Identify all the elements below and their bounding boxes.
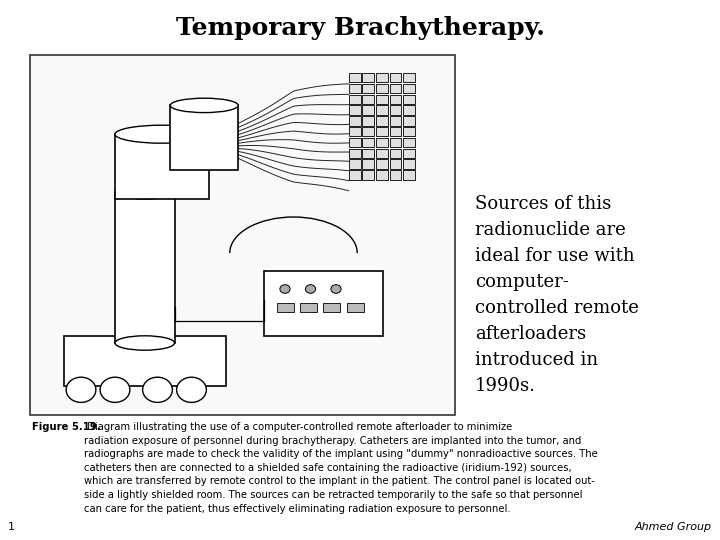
- Text: Sources of this: Sources of this: [475, 195, 611, 213]
- Circle shape: [66, 377, 96, 402]
- Ellipse shape: [115, 125, 209, 143]
- Text: controlled remote: controlled remote: [475, 299, 639, 317]
- Bar: [376, 159, 388, 169]
- Bar: [348, 159, 361, 169]
- Bar: [348, 170, 361, 180]
- Text: radionuclide are: radionuclide are: [475, 221, 626, 239]
- Bar: [376, 170, 388, 180]
- Bar: [348, 148, 361, 158]
- Bar: [376, 73, 388, 83]
- Bar: [362, 170, 374, 180]
- Bar: [300, 303, 317, 313]
- Ellipse shape: [170, 98, 238, 113]
- Bar: [376, 138, 388, 147]
- Bar: [362, 148, 374, 158]
- Bar: [390, 127, 402, 137]
- Ellipse shape: [115, 336, 174, 350]
- Text: Temporary Brachytherapy.: Temporary Brachytherapy.: [176, 16, 544, 40]
- Text: Ahmed Group: Ahmed Group: [635, 522, 712, 532]
- Text: 1990s.: 1990s.: [475, 377, 536, 395]
- Bar: [403, 73, 415, 83]
- Bar: [390, 159, 402, 169]
- Circle shape: [305, 285, 315, 293]
- Bar: [376, 105, 388, 115]
- Text: Figure 5.19.: Figure 5.19.: [32, 422, 101, 432]
- Bar: [390, 148, 402, 158]
- Bar: [264, 271, 383, 336]
- Bar: [390, 84, 402, 93]
- Bar: [362, 73, 374, 83]
- Circle shape: [143, 377, 172, 402]
- Bar: [362, 84, 374, 93]
- Bar: [348, 73, 361, 83]
- Bar: [403, 127, 415, 137]
- Bar: [403, 138, 415, 147]
- Bar: [390, 170, 402, 180]
- Bar: [348, 94, 361, 104]
- Bar: [348, 116, 361, 126]
- Bar: [323, 303, 341, 313]
- Text: Diagram illustrating the use of a computer-controlled remote afterloader to mini: Diagram illustrating the use of a comput…: [84, 422, 598, 514]
- Bar: [276, 303, 294, 313]
- Text: computer-: computer-: [475, 273, 569, 291]
- Bar: [115, 192, 174, 343]
- Bar: [390, 73, 402, 83]
- Bar: [376, 94, 388, 104]
- Bar: [115, 134, 209, 199]
- Text: ideal for use with: ideal for use with: [475, 247, 634, 265]
- Bar: [362, 127, 374, 137]
- Bar: [403, 116, 415, 126]
- Bar: [376, 148, 388, 158]
- Bar: [30, 55, 455, 415]
- Ellipse shape: [115, 185, 174, 199]
- Bar: [362, 116, 374, 126]
- Bar: [403, 170, 415, 180]
- Bar: [64, 336, 225, 386]
- Bar: [346, 303, 364, 313]
- Circle shape: [176, 377, 207, 402]
- Bar: [403, 148, 415, 158]
- Bar: [403, 105, 415, 115]
- Bar: [376, 116, 388, 126]
- Bar: [403, 159, 415, 169]
- Bar: [362, 159, 374, 169]
- Bar: [170, 105, 238, 170]
- Bar: [348, 84, 361, 93]
- Bar: [403, 94, 415, 104]
- Bar: [348, 127, 361, 137]
- Bar: [390, 138, 402, 147]
- Bar: [348, 138, 361, 147]
- Bar: [403, 84, 415, 93]
- Bar: [376, 127, 388, 137]
- Text: introduced in: introduced in: [475, 351, 598, 369]
- Bar: [362, 138, 374, 147]
- Bar: [390, 105, 402, 115]
- Text: 1: 1: [8, 522, 15, 532]
- Bar: [362, 94, 374, 104]
- Circle shape: [280, 285, 290, 293]
- Text: afterloaders: afterloaders: [475, 325, 586, 343]
- Bar: [362, 105, 374, 115]
- Circle shape: [100, 377, 130, 402]
- Bar: [348, 105, 361, 115]
- Bar: [376, 84, 388, 93]
- Bar: [390, 94, 402, 104]
- Circle shape: [331, 285, 341, 293]
- Bar: [390, 116, 402, 126]
